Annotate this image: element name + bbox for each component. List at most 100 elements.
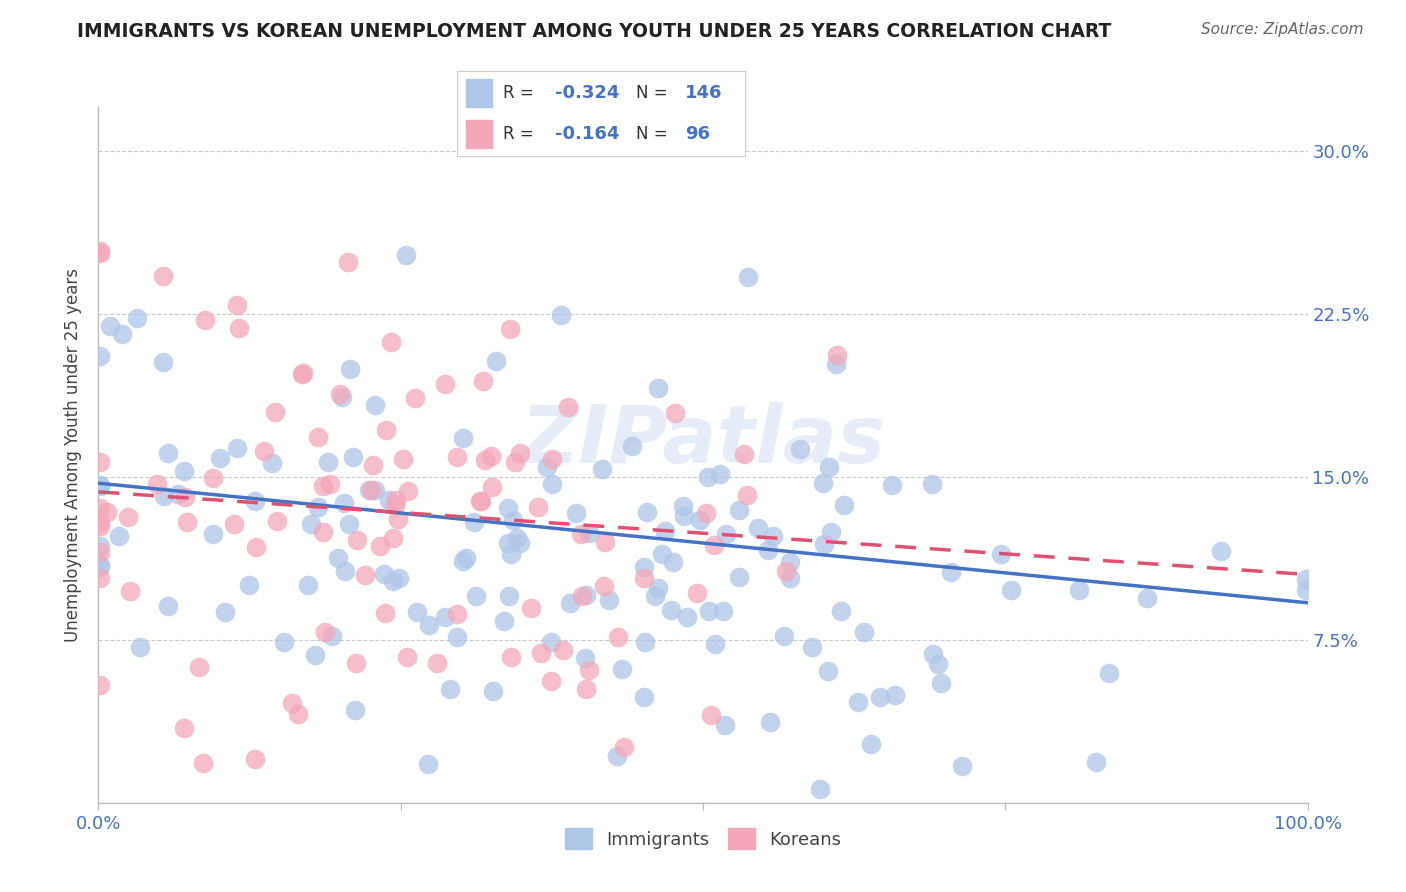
Point [689,513,711,527]
Point [98,319,121,334]
Point [89,571,111,585]
Point [329,387,352,401]
Point [299,517,322,532]
Point [388,571,411,585]
Point [273,635,295,649]
Point [775,564,797,578]
Point [304,648,326,662]
Point [326,551,349,566]
Point [474,453,496,467]
Point [368,539,391,553]
Point [129,640,152,654]
Point [499,547,522,561]
Point [398,483,420,498]
Point [990,547,1012,561]
Point [779,571,801,585]
Point [173,490,195,504]
Text: 146: 146 [685,84,723,102]
Point [307,500,329,514]
Point [319,476,342,491]
Point [281,696,304,710]
Point [651,547,673,561]
Point [575,681,598,696]
Point [291,366,314,380]
Point [396,650,419,665]
Point [387,512,409,526]
Bar [465,79,492,107]
Point [201,471,224,485]
Point [569,527,592,541]
Point [481,480,503,494]
Point [598,593,620,607]
Point [262,456,284,470]
Point [120,584,142,599]
Point [188,659,211,673]
Legend: Immigrants, Koreans: Immigrants, Koreans [558,822,848,856]
Point [287,706,309,721]
Text: -0.324: -0.324 [555,84,619,102]
Point [472,375,495,389]
Point [316,455,339,469]
Point [337,255,360,269]
Point [593,579,616,593]
Point [509,446,531,460]
Point [426,656,449,670]
Point [633,635,655,649]
Point [880,478,903,492]
Point [418,617,440,632]
Point [540,452,562,467]
Text: R =: R = [503,125,538,143]
Point [564,506,586,520]
Point [697,604,720,618]
Point [434,609,457,624]
Point [654,524,676,538]
Text: -0.164: -0.164 [555,125,619,143]
Point [314,624,336,639]
Point [266,514,288,528]
Point [571,589,593,603]
Point [89,678,111,692]
Point [860,737,883,751]
Point [374,607,396,621]
Point [222,516,245,531]
Point [662,555,685,569]
Point [659,603,682,617]
Point [560,596,582,610]
Point [509,535,531,549]
Point [354,568,377,582]
Point [152,269,174,284]
Point [714,718,737,732]
Point [377,492,399,507]
Point [501,649,523,664]
Point [381,531,404,545]
Point [927,657,949,672]
Point [343,703,366,717]
Point [439,682,461,697]
Point [1067,583,1090,598]
Point [89,518,111,533]
Point [536,460,558,475]
Point [291,367,314,381]
Point [395,248,418,262]
Point [463,515,485,529]
Point [621,439,644,453]
Point [557,400,579,414]
Point [311,524,333,539]
Point [540,673,562,688]
Point [811,476,834,491]
Point [153,489,176,503]
Point [107,528,129,542]
Point [226,441,249,455]
Point [921,477,943,491]
Point [519,601,541,615]
Point [176,515,198,529]
Point [709,467,731,482]
Point [711,604,734,618]
Point [817,665,839,679]
Point [156,445,179,459]
Point [747,521,769,535]
Point [330,391,353,405]
Point [89,500,111,515]
Point [446,450,468,464]
Point [339,362,361,376]
